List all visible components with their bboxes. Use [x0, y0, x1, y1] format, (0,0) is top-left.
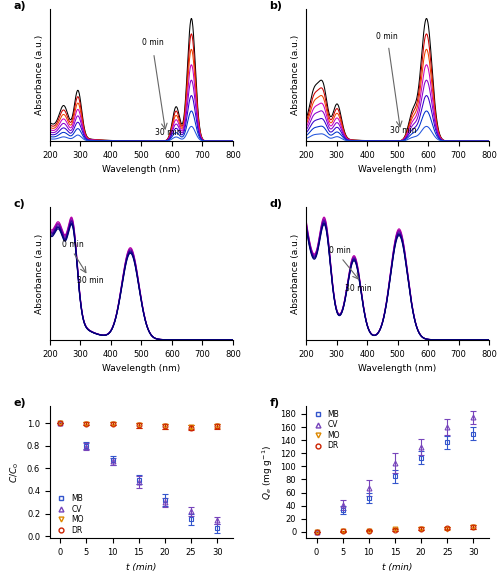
Text: 30 min: 30 min: [345, 284, 372, 293]
Legend: MB, CV, MO, DR: MB, CV, MO, DR: [54, 494, 84, 534]
Text: b): b): [269, 1, 282, 11]
X-axis label: Wavelength (nm): Wavelength (nm): [102, 166, 181, 174]
X-axis label: Wavelength (nm): Wavelength (nm): [102, 364, 181, 373]
Text: a): a): [13, 1, 26, 11]
Text: 30 min: 30 min: [390, 126, 417, 134]
Y-axis label: $Q_e$ (mg g$^{-1}$): $Q_e$ (mg g$^{-1}$): [260, 445, 275, 500]
Y-axis label: Absorbance (a.u.): Absorbance (a.u.): [291, 35, 300, 115]
Y-axis label: Absorbance (a.u.): Absorbance (a.u.): [35, 233, 44, 314]
Text: d): d): [269, 199, 282, 210]
Y-axis label: Absorbance (a.u.): Absorbance (a.u.): [35, 35, 44, 115]
Text: f): f): [269, 398, 279, 408]
Text: 0 min: 0 min: [142, 38, 164, 47]
X-axis label: Wavelength (nm): Wavelength (nm): [358, 166, 437, 174]
Legend: MB, CV, MO, DR: MB, CV, MO, DR: [310, 410, 340, 450]
X-axis label: Wavelength (nm): Wavelength (nm): [358, 364, 437, 373]
Y-axis label: $C/C_0$: $C/C_0$: [9, 461, 21, 483]
X-axis label: t (min): t (min): [382, 563, 413, 571]
Text: c): c): [13, 199, 25, 210]
Text: 0 min: 0 min: [376, 32, 398, 41]
Text: 30 min: 30 min: [155, 127, 182, 137]
Text: e): e): [13, 398, 26, 408]
Text: 30 min: 30 min: [77, 276, 104, 285]
Text: 0 min: 0 min: [329, 245, 350, 255]
Y-axis label: Absorbance (a.u.): Absorbance (a.u.): [291, 233, 300, 314]
X-axis label: t (min): t (min): [126, 563, 157, 571]
Text: 0 min: 0 min: [62, 240, 84, 248]
